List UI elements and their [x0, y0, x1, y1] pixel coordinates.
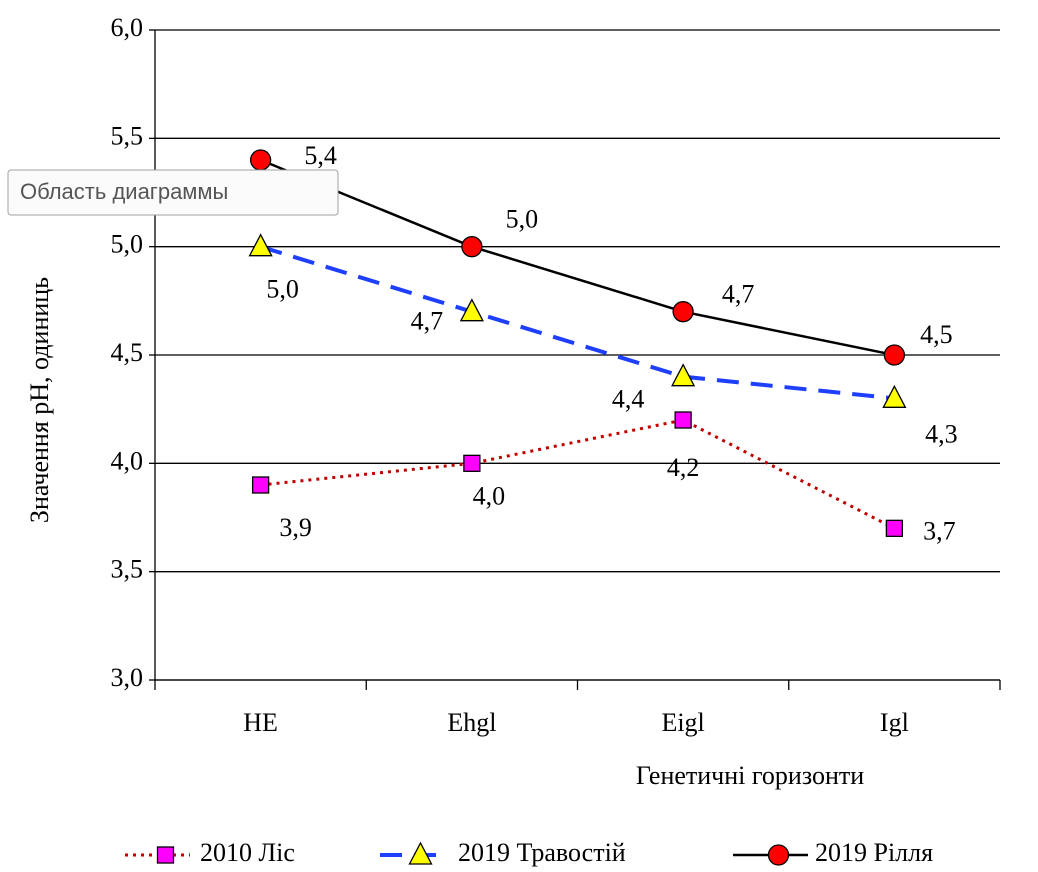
- data-point: [251, 476, 270, 494]
- legend-label: 2019 Травостій: [458, 838, 626, 867]
- data-point: [882, 384, 907, 408]
- legend-item: 2019 Травостій: [380, 838, 626, 867]
- y-axis-title: Значення рН, одиниць: [25, 277, 54, 523]
- data-label: 5,4: [304, 141, 337, 170]
- y-tick-label: 3,5: [111, 555, 144, 584]
- legend-label: 2010 Ліс: [200, 838, 295, 867]
- data-point: [249, 149, 272, 171]
- data-label: 4,4: [612, 385, 645, 414]
- legend-item: 2019 Рілля: [733, 838, 933, 867]
- series-line: [260, 244, 895, 401]
- data-label: 4,3: [925, 419, 958, 448]
- data-point: [461, 236, 483, 258]
- data-point: [672, 301, 694, 323]
- data-label: 4,5: [920, 320, 953, 349]
- y-tick-label: 4,0: [111, 446, 144, 475]
- x-axis-title: Генетичні горизонти: [636, 761, 864, 790]
- y-tick-label: 3,0: [111, 663, 144, 692]
- data-label: 3,9: [279, 513, 312, 542]
- legend-label: 2019 Рілля: [815, 838, 933, 867]
- data-label: 4,7: [722, 280, 755, 309]
- data-label: 4,2: [667, 453, 700, 482]
- y-tick-label: 5,5: [111, 121, 144, 150]
- tooltip-box: [7, 169, 339, 216]
- legend-marker: [156, 846, 175, 864]
- y-tick-label: 5,0: [111, 230, 144, 259]
- tooltip-text: Область диаграммы: [20, 179, 228, 204]
- x-tick-label: Eigl: [661, 708, 704, 737]
- x-tick-label: HE: [243, 708, 278, 737]
- data-label: 5,0: [506, 205, 539, 234]
- data-label: 4,7: [411, 307, 444, 336]
- data-label: 5,0: [266, 275, 299, 304]
- data-label: 4,0: [473, 481, 506, 510]
- data-label: 3,7: [923, 516, 956, 545]
- data-point: [674, 411, 692, 429]
- series-line: [260, 158, 895, 357]
- series-line: [260, 418, 896, 530]
- data-point: [671, 363, 696, 387]
- data-point: [883, 344, 906, 366]
- tooltip: Область диаграммы: [7, 169, 339, 216]
- y-tick-label: 4,5: [111, 338, 144, 367]
- data-point: [463, 454, 481, 472]
- data-point: [248, 233, 273, 257]
- x-tick-label: Ehgl: [447, 708, 496, 737]
- legend-marker: [408, 841, 433, 865]
- legend-item: 2010 Ліс: [125, 838, 295, 867]
- data-point: [459, 298, 484, 322]
- legend-marker: [767, 844, 790, 866]
- x-tick-label: Igl: [880, 708, 909, 737]
- data-point: [885, 519, 904, 537]
- y-tick-label: 6,0: [111, 13, 144, 42]
